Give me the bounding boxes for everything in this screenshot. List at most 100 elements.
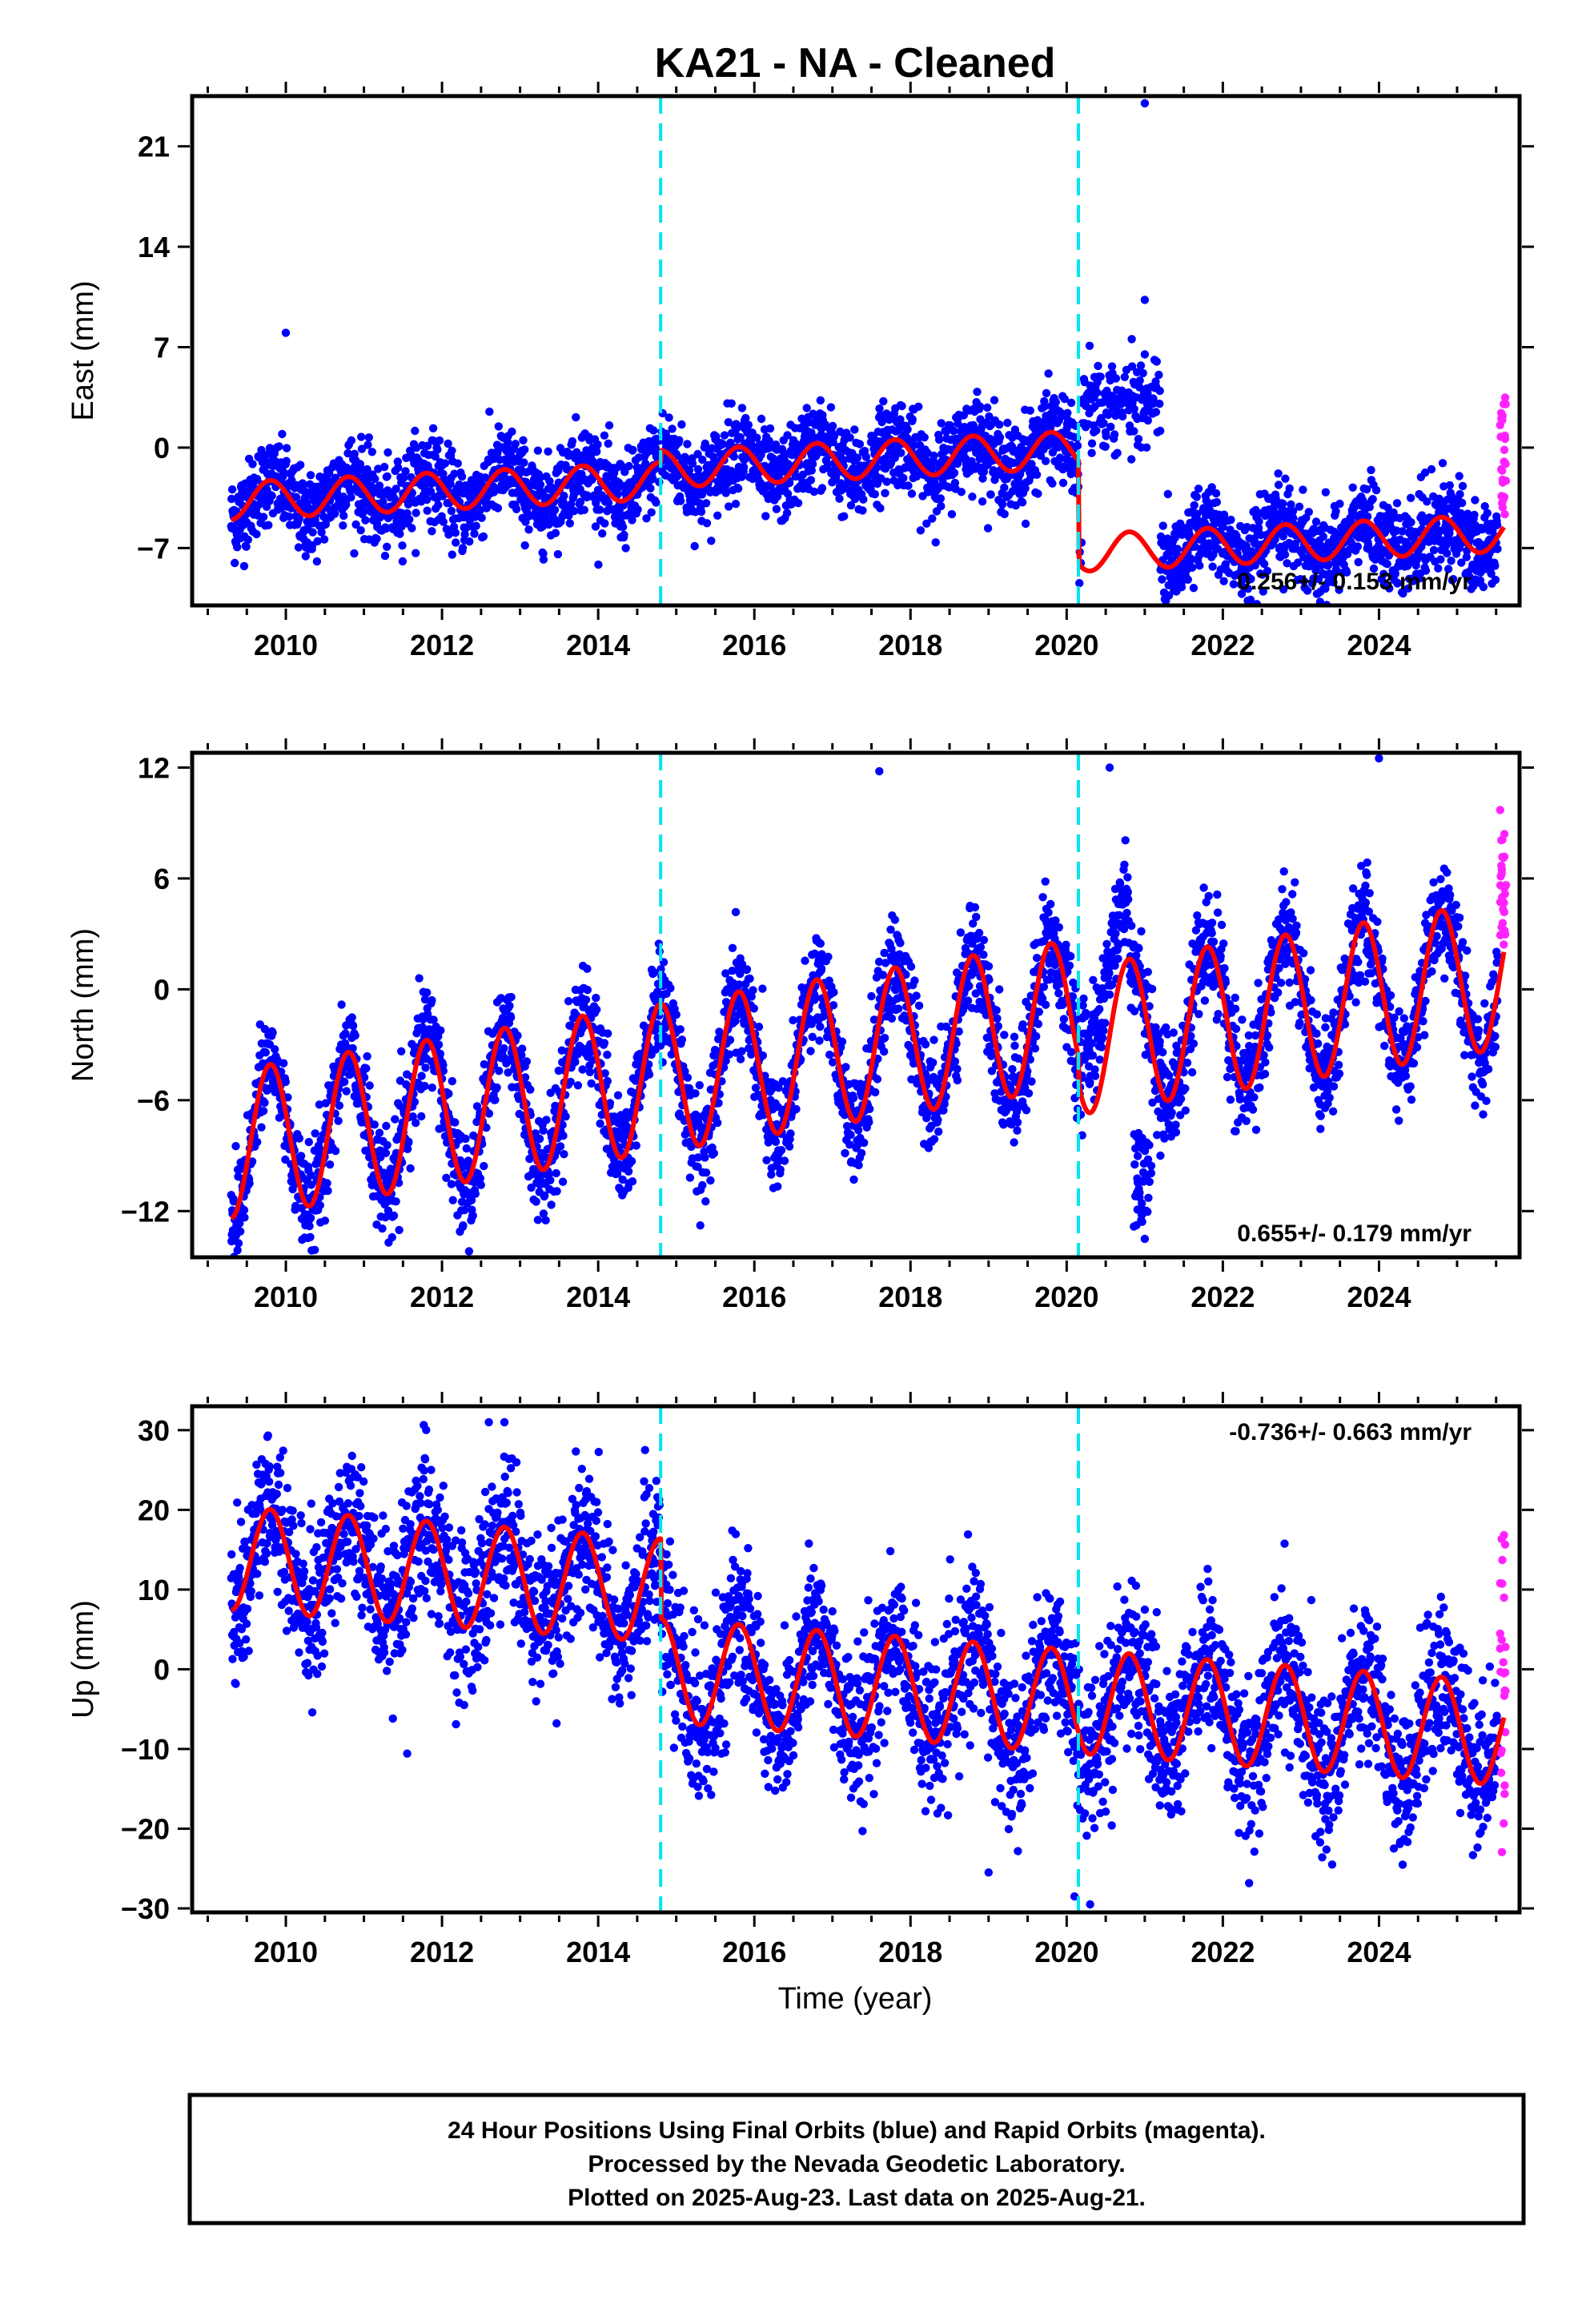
data-point xyxy=(412,549,420,557)
data-point xyxy=(990,396,999,404)
data-point xyxy=(1348,483,1357,492)
data-point xyxy=(677,1035,687,1044)
data-point xyxy=(1087,439,1097,448)
data-point xyxy=(301,552,310,561)
data-point xyxy=(1183,575,1193,584)
data-point xyxy=(447,1180,456,1188)
data-point xyxy=(526,1085,535,1094)
data-point xyxy=(350,449,359,458)
data-point xyxy=(242,542,251,551)
data-point xyxy=(1208,562,1217,571)
data-point xyxy=(539,1126,548,1136)
data-point xyxy=(1299,485,1307,494)
data-point xyxy=(675,436,684,444)
data-point xyxy=(1158,575,1166,584)
data-point xyxy=(347,1013,356,1022)
data-point xyxy=(391,1197,400,1206)
y-tick-label: 0 xyxy=(154,432,170,464)
data-point xyxy=(688,459,697,468)
data-point xyxy=(259,513,268,521)
data-point xyxy=(672,1010,681,1019)
data-point xyxy=(448,1196,457,1204)
data-point xyxy=(451,529,460,537)
data-point xyxy=(620,530,628,540)
data-point xyxy=(564,997,573,1006)
data-point xyxy=(707,537,716,545)
data-point xyxy=(448,1076,456,1086)
data-point xyxy=(627,1156,636,1166)
data-point xyxy=(651,444,661,453)
data-point xyxy=(1335,499,1344,509)
data-point xyxy=(1281,474,1290,483)
data-point xyxy=(580,505,588,514)
data-point xyxy=(753,433,761,442)
data-point xyxy=(370,1120,379,1129)
data-point xyxy=(1321,488,1331,497)
data-point xyxy=(347,436,356,445)
data-point xyxy=(983,524,993,533)
data-point xyxy=(757,479,765,488)
data-point xyxy=(1274,480,1283,489)
data-point xyxy=(428,995,436,1005)
data-point xyxy=(569,506,579,516)
data-point xyxy=(721,487,731,497)
data-point xyxy=(243,535,252,545)
data-point xyxy=(733,484,743,493)
data-point xyxy=(583,491,592,500)
east-panel: 2010 2012 2014 2016 2018 2020 2022 2024−7071421… xyxy=(66,82,1534,661)
data-point xyxy=(306,1232,315,1242)
data-point xyxy=(412,509,420,517)
data-point xyxy=(693,449,702,459)
data-point xyxy=(363,464,371,474)
data-point xyxy=(1177,583,1186,592)
data-point xyxy=(828,421,837,431)
data-point xyxy=(596,1119,604,1128)
data-point xyxy=(861,452,871,461)
data-point xyxy=(696,1221,705,1230)
data-point xyxy=(724,418,733,427)
data-point xyxy=(378,1224,387,1233)
data-point xyxy=(690,541,699,551)
data-point xyxy=(296,1152,306,1160)
data-point xyxy=(367,448,376,456)
data-point xyxy=(1186,554,1195,563)
data-point xyxy=(383,542,391,551)
data-point xyxy=(365,1081,374,1090)
data-point xyxy=(421,1063,430,1072)
data-point xyxy=(1492,521,1502,529)
outlier-point xyxy=(1140,350,1150,359)
data-point xyxy=(765,424,775,433)
data-point xyxy=(1371,485,1381,495)
y-tick-label: −7 xyxy=(137,532,170,565)
data-point xyxy=(1155,386,1164,396)
data-point xyxy=(391,485,400,493)
data-point xyxy=(683,1073,693,1082)
data-point xyxy=(351,520,360,529)
data-point xyxy=(572,412,580,422)
data-point xyxy=(439,469,448,478)
data-point xyxy=(773,492,782,501)
data-point xyxy=(744,420,753,429)
data-point xyxy=(1135,376,1144,385)
data-point xyxy=(1311,517,1321,526)
plot-area xyxy=(227,753,1511,1257)
data-point xyxy=(511,440,520,448)
data-point xyxy=(491,1096,500,1104)
data-point xyxy=(928,514,937,523)
x-tick-label: 2014 xyxy=(566,629,630,661)
data-point xyxy=(1470,510,1479,520)
data-point xyxy=(558,1177,568,1186)
x-tick-label: 2010 xyxy=(254,629,318,661)
data-point xyxy=(1207,483,1216,492)
data-point xyxy=(936,494,946,503)
data-point xyxy=(339,521,347,530)
data-point xyxy=(1491,575,1500,585)
data-point xyxy=(701,439,709,448)
data-point xyxy=(296,460,305,469)
data-point xyxy=(922,519,931,528)
data-point xyxy=(1003,418,1012,428)
data-point xyxy=(1185,529,1194,539)
data-point xyxy=(389,1211,399,1220)
data-point xyxy=(551,529,560,537)
data-point xyxy=(323,1179,331,1188)
